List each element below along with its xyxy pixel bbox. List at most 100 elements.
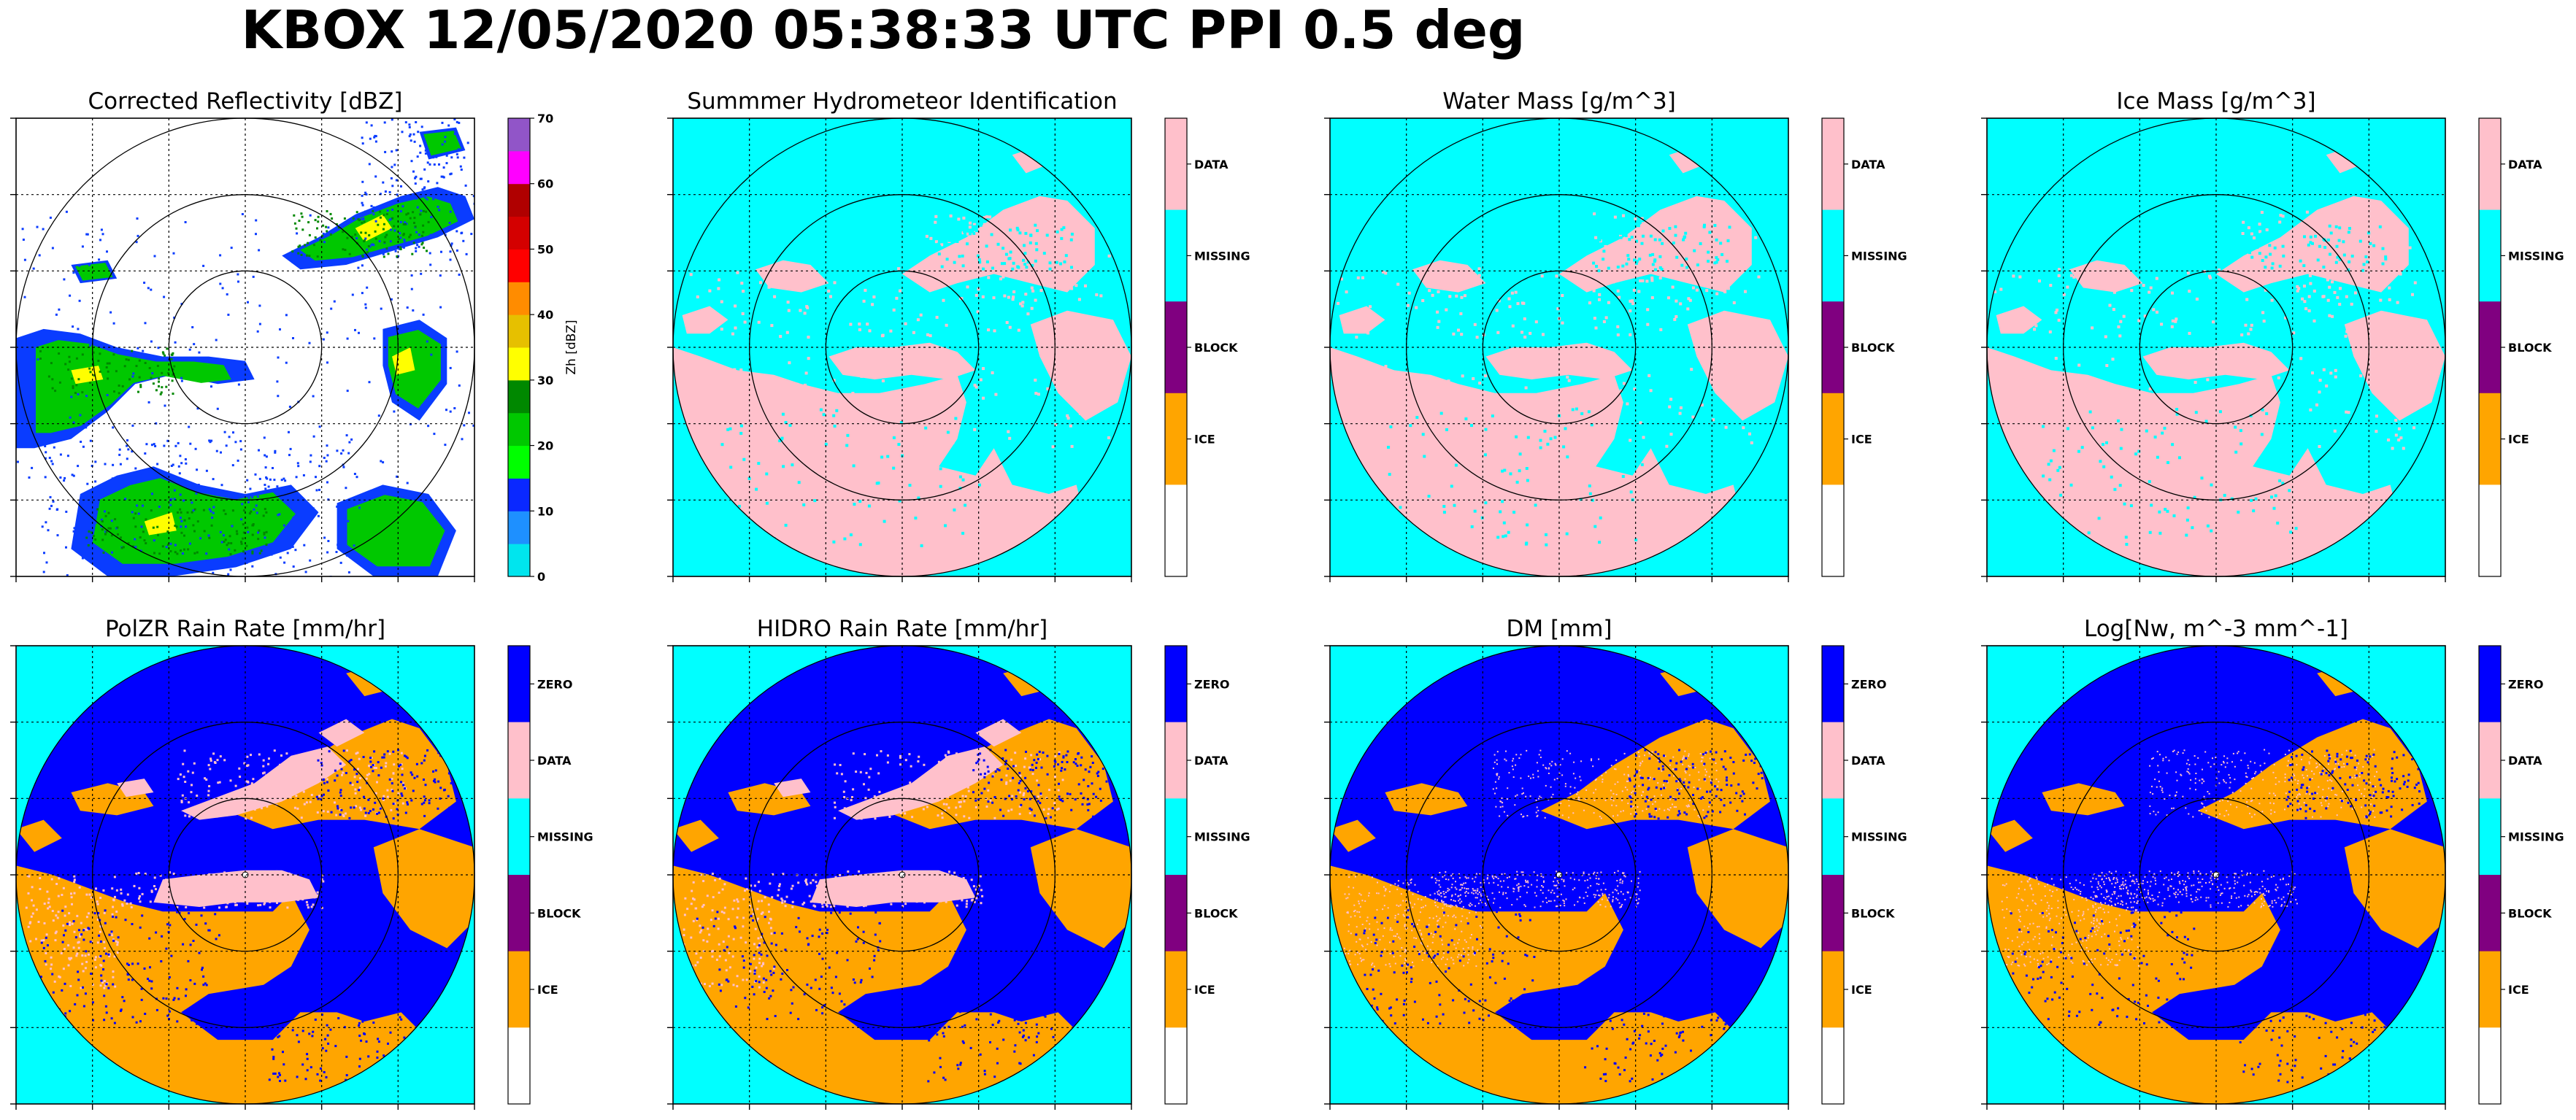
colorbar-tick-label: 50	[537, 242, 553, 256]
reflectivity-speckle-dark	[39, 209, 430, 556]
panel-title: PolZR Rain Rate [mm/hr]	[105, 616, 385, 642]
data-region	[117, 779, 154, 797]
data-region	[1987, 347, 2400, 576]
colorbar-segment	[508, 150, 530, 185]
data-region	[975, 719, 1022, 747]
ice-region	[1687, 829, 1788, 949]
ice-region	[1030, 829, 1131, 949]
colorbar: ZERO DATA MISSING BLOCK ICE	[1821, 645, 1907, 1105]
data-region	[673, 347, 1086, 576]
colorbar-tick-label: ICE	[1194, 433, 1215, 447]
panel-title: Corrected Reflectivity [dBZ]	[88, 88, 402, 115]
colorbar-segment	[2479, 722, 2501, 799]
colorbar-tick-label: 10	[537, 504, 553, 518]
colorbar-tick-label: BLOCK	[537, 906, 581, 920]
colorbar-segment	[2479, 951, 2501, 1028]
reflectivity-core	[423, 131, 461, 156]
colorbar-segment	[2479, 393, 2501, 485]
colorbar-segment	[508, 118, 530, 152]
colorbar-segment	[508, 951, 530, 1028]
colorbar-tick-label: DATA	[2508, 158, 2542, 171]
colorbar-tick-label: BLOCK	[2508, 341, 2552, 355]
colorbar-segment	[508, 282, 530, 315]
data-region	[828, 342, 976, 379]
colorbar-tick-label: 0	[537, 570, 545, 584]
colorbar-tick-label: ICE	[1194, 983, 1215, 997]
colorbar-segment	[1165, 301, 1187, 394]
colorbar-segment	[508, 347, 530, 381]
colorbar-segment	[1165, 209, 1187, 302]
reflectivity-core	[75, 263, 113, 281]
axis-ticks	[1981, 645, 2446, 1110]
colorbar-tick-label: MISSING	[1194, 830, 1250, 844]
figure-title: KBOX 12/05/2020 05:38:33 UTC PPI 0.5 deg	[242, 0, 1526, 61]
colorbar-segment	[508, 216, 530, 250]
colorbar-segment	[508, 875, 530, 952]
ice-region	[1330, 819, 1376, 852]
data-speckle	[1343, 749, 1720, 968]
colorbar-tick-label: DATA	[1851, 158, 1885, 171]
colorbar-tick-label: ICE	[2508, 433, 2529, 447]
axis-ticks	[667, 117, 1132, 582]
panel-title: Summmer Hydrometeor Identification	[687, 88, 1117, 115]
colorbar: ZERO DATA MISSING BLOCK ICE	[2478, 645, 2564, 1105]
data-region	[1330, 347, 1743, 576]
ice-region	[2197, 719, 2427, 830]
colorbar-tick-label: DATA	[1194, 754, 1229, 768]
data-region	[2069, 260, 2143, 293]
colorbar-tick-label: BLOCK	[1851, 341, 1895, 355]
data-region	[2344, 310, 2445, 421]
panel-title: DM [mm]	[1506, 616, 1612, 642]
colorbar-tick-label: BLOCK	[2508, 906, 2552, 920]
axis-ticks	[667, 645, 1132, 1110]
colorbar-tick-label: DATA	[2508, 754, 2542, 768]
panel-dm-mm: DM [mm] ZERO DATA MISSING BLOCK ICE	[1324, 616, 1907, 1110]
colorbar-segment	[1165, 118, 1187, 211]
colorbar-segment	[1822, 798, 1844, 876]
colorbar-tick-label: BLOCK	[1851, 906, 1895, 920]
colorbar-segment	[508, 379, 530, 414]
colorbar-segment	[2479, 209, 2501, 302]
colorbar-tick-label: MISSING	[1194, 249, 1250, 263]
colorbar-segment	[1822, 301, 1844, 394]
ice-region	[883, 719, 1113, 830]
colorbar-segment	[508, 544, 530, 577]
colorbar-segment	[1822, 209, 1844, 302]
colorbar-segment	[1822, 722, 1844, 799]
panel-title: Ice Mass [g/m^3]	[2116, 88, 2315, 115]
colorbar-tick-label: MISSING	[2508, 830, 2564, 844]
colorbar-segment	[508, 798, 530, 876]
ice-region	[16, 819, 62, 852]
colorbar-segment	[1165, 951, 1187, 1028]
panel-title: Water Mass [g/m^3]	[1442, 88, 1676, 115]
data-speckle	[682, 750, 1064, 989]
missing-speckle	[720, 223, 1074, 547]
colorbar-segment	[1165, 646, 1187, 723]
axis-ticks	[1324, 117, 1789, 582]
panel-summmer-hydrometeor-identification: Summmer Hydrometeor Identification DATA MI…	[667, 88, 1250, 582]
colorbar-tick-label: ICE	[537, 983, 558, 997]
colorbar-tick-label: ICE	[1851, 983, 1872, 997]
colorbar-tick-label: ZERO	[1194, 677, 1229, 691]
colorbar-tick-label: BLOCK	[1194, 341, 1238, 355]
data-region	[774, 779, 811, 797]
colorbar-segment	[508, 249, 530, 282]
axis-ticks	[10, 117, 475, 582]
colorbar-segment	[2479, 118, 2501, 211]
colorbar-tick-label: ZERO	[537, 677, 572, 691]
ice-region	[673, 865, 1086, 1104]
axis-ticks	[1981, 117, 2446, 582]
colorbar-tick-label: MISSING	[2508, 249, 2564, 263]
colorbar-tick-label: 20	[537, 439, 553, 453]
ice-region	[1540, 719, 1770, 830]
data-speckle	[2001, 749, 2377, 968]
colorbar-segment	[1822, 118, 1844, 211]
colorbar-segment	[508, 183, 530, 217]
colorbar-segment	[508, 478, 530, 511]
colorbar-tick-label: MISSING	[537, 830, 593, 844]
reflectivity-speckle	[17, 118, 474, 576]
colorbar-segment	[508, 1027, 530, 1105]
colorbar-segment	[1165, 484, 1187, 577]
colorbar-tick-label: DATA	[1851, 754, 1885, 768]
reflectivity-high	[355, 214, 392, 242]
